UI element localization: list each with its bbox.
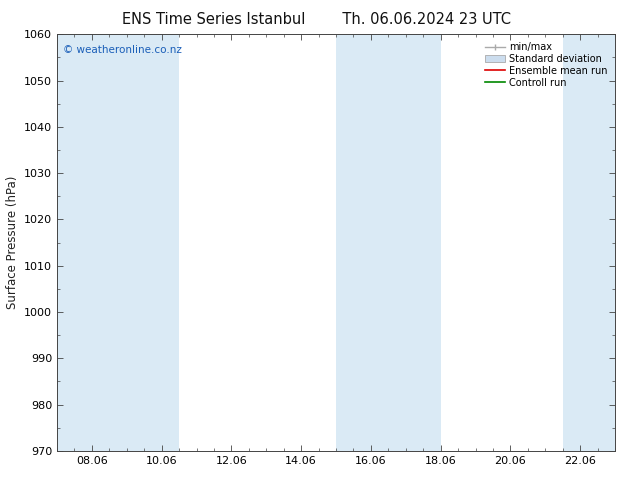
Bar [563, 34, 615, 451]
Bar [110, 34, 179, 451]
Bar [388, 34, 441, 451]
Text: ENS Time Series Istanbul        Th. 06.06.2024 23 UTC: ENS Time Series Istanbul Th. 06.06.2024 … [122, 12, 512, 27]
Text: © weatheronline.co.nz: © weatheronline.co.nz [63, 45, 181, 55]
Bar [57, 34, 110, 451]
Legend: min/max, Standard deviation, Ensemble mean run, Controll run: min/max, Standard deviation, Ensemble me… [482, 39, 610, 91]
Bar [336, 34, 388, 451]
Y-axis label: Surface Pressure (hPa): Surface Pressure (hPa) [6, 176, 18, 309]
